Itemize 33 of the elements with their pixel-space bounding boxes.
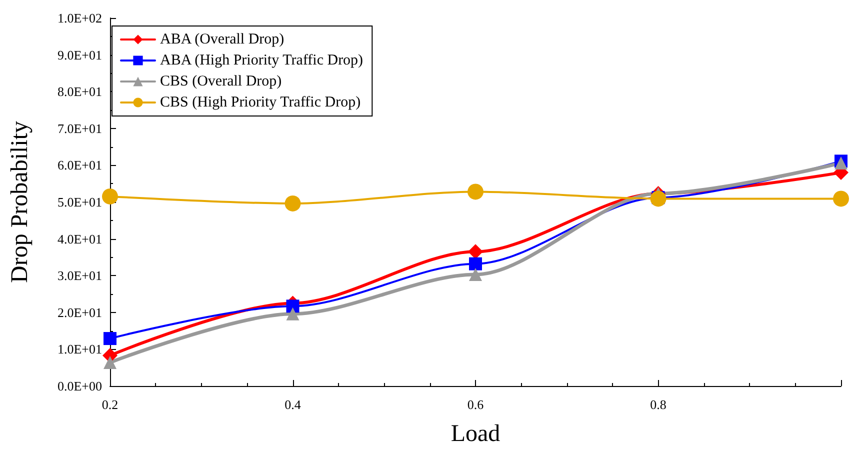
x-tick-label: 0.4 (284, 397, 302, 412)
y-tick-label: 3.0E+01 (57, 268, 102, 284)
point (102, 188, 118, 204)
point (104, 356, 116, 369)
legend-label: CBS (High Priority Traffic Drop) (160, 94, 361, 110)
y-tick-label: 0.0E+00 (57, 378, 102, 394)
point (468, 184, 484, 200)
y-tick-label: 1.0E+02 (57, 10, 102, 26)
y-tick-label: 1.0E+01 (57, 342, 102, 357)
point (469, 268, 482, 281)
point (650, 190, 666, 207)
point (469, 257, 482, 270)
point (468, 244, 483, 260)
y-tick-label: 6.0E+01 (57, 158, 102, 173)
point (104, 332, 116, 346)
y-tick-label: 4.0E+01 (57, 231, 102, 246)
x-tick-label: 0.8 (650, 397, 666, 412)
point (286, 307, 300, 320)
y-tick-label: 9.0E+01 (57, 47, 102, 62)
x-axis-title: Load (450, 421, 500, 447)
y-tick-label: 5.0E+01 (57, 194, 102, 210)
legend-label: ABA (Overall Drop) (160, 32, 284, 48)
x-tick-label: 0.2 (102, 397, 118, 412)
y-tick-label: 8.0E+01 (57, 84, 102, 100)
y-tick-label: 2.0E+01 (57, 304, 102, 320)
point (833, 190, 849, 207)
legend-label: CBS (Overall Drop) (160, 74, 282, 90)
legend-label: ABA (High Priority Traffic Drop) (160, 52, 364, 68)
point (286, 300, 300, 313)
point (284, 195, 301, 212)
y-tick-label: 7.0E+01 (57, 120, 102, 136)
y-axis-title: Drop Probability (7, 121, 33, 283)
x-tick-label: 0.6 (467, 397, 484, 412)
